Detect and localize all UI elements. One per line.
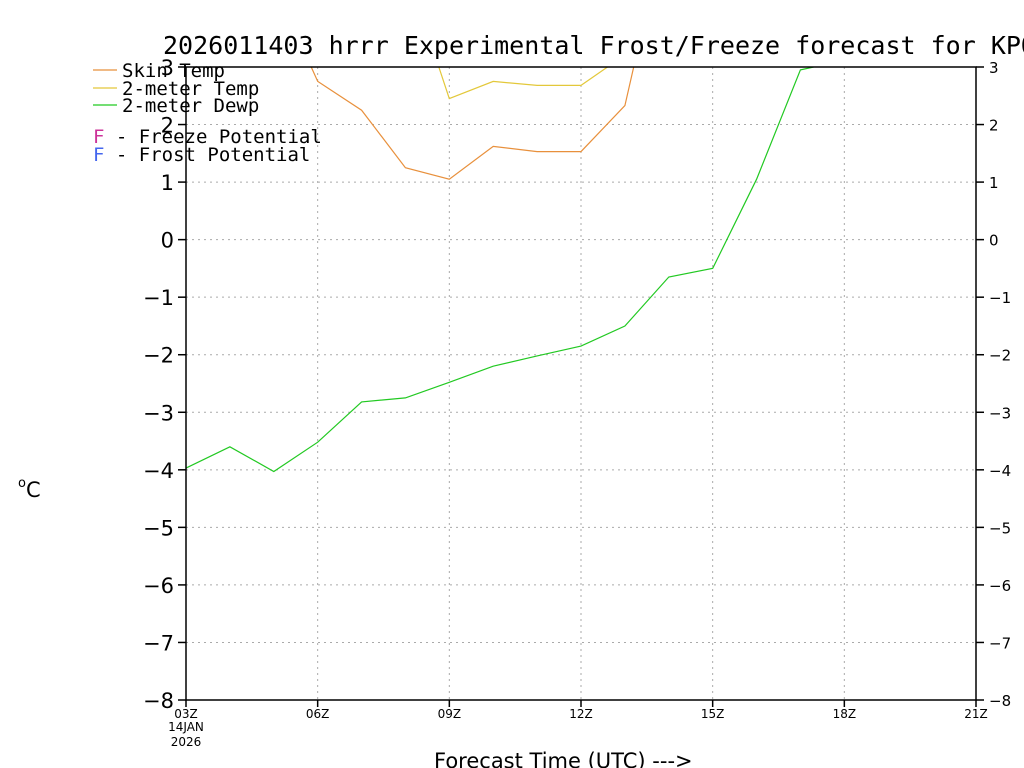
annotation-label: - Freeze Potential bbox=[104, 126, 321, 148]
legend-label: 2-meter Dewp bbox=[122, 95, 259, 117]
x-tick-label: 06Z bbox=[306, 707, 330, 721]
y-tick-label-right: 0 bbox=[989, 232, 999, 250]
y-tick-label-right: −8 bbox=[989, 692, 1011, 710]
y-axis-label-unit: C bbox=[26, 478, 41, 502]
y-tick-label-left: −1 bbox=[143, 286, 174, 310]
annotation-marker: F bbox=[93, 126, 104, 148]
chart-title: 2026011403 hrrr Experimental Frost/Freez… bbox=[163, 31, 1024, 60]
y-tick-label-left: 1 bbox=[161, 171, 174, 195]
y-tick-label-left: −5 bbox=[143, 516, 174, 540]
y-tick-label-left: −8 bbox=[143, 689, 174, 713]
x-axis-label: Forecast Time (UTC) ---> bbox=[434, 749, 693, 768]
y-tick-label-left: 3 bbox=[161, 56, 174, 80]
x-tick-label: 18Z bbox=[833, 707, 857, 721]
annotation-text: F - Freeze Potential bbox=[93, 126, 322, 148]
x-tick-label: 21Z bbox=[964, 707, 988, 721]
x-tick-label: 15Z bbox=[701, 707, 725, 721]
y-tick-label-right: −7 bbox=[989, 634, 1011, 652]
y-tick-label-left: 2 bbox=[161, 114, 174, 138]
y-axis-label: oC bbox=[18, 476, 41, 502]
y-tick-label-right: −3 bbox=[989, 404, 1011, 422]
x-tick-label: 09Z bbox=[438, 707, 462, 721]
x-tick-year: 2026 bbox=[171, 735, 202, 749]
y-tick-label-right: −4 bbox=[989, 462, 1011, 480]
annotation-label: - Frost Potential bbox=[104, 144, 310, 166]
x-tick-label: 03Z bbox=[174, 707, 198, 721]
legend-label: Skin Temp bbox=[122, 60, 225, 82]
series-line-skin-temp bbox=[310, 67, 635, 180]
annotation-marker: F bbox=[93, 144, 104, 166]
y-axis-label-degree: o bbox=[18, 476, 26, 491]
y-tick-label-right: 2 bbox=[989, 117, 999, 135]
series-line-2-meter-dewp bbox=[186, 67, 814, 473]
y-tick-label-right: 3 bbox=[989, 59, 999, 77]
y-tick-label-left: −7 bbox=[143, 631, 174, 655]
y-tick-label-right: −5 bbox=[989, 519, 1011, 537]
y-tick-label-right: −1 bbox=[989, 289, 1011, 307]
y-tick-label-left: 0 bbox=[161, 229, 174, 253]
y-tick-label-right: 1 bbox=[989, 174, 999, 192]
y-tick-label-left: −3 bbox=[143, 401, 174, 425]
x-tick-date: 14JAN bbox=[168, 720, 204, 734]
y-tick-label-left: −6 bbox=[143, 574, 174, 598]
y-tick-label-left: −2 bbox=[143, 344, 174, 368]
series-line-2-meter-temp bbox=[438, 67, 609, 100]
y-tick-label-right: −6 bbox=[989, 577, 1011, 595]
series-lines bbox=[186, 67, 814, 473]
x-tick-label: 12Z bbox=[569, 707, 593, 721]
axis-ticks: −8 −8 −7 −7 −6 −6 −5 −5 −4 −4 −3 −3 −2 −2 −1 −1 0 0 1 1 2 2 3 3… bbox=[143, 56, 1011, 749]
legend-label: 2-meter Temp bbox=[122, 78, 259, 100]
y-tick-label-left: −4 bbox=[143, 459, 174, 483]
annotation-text: F - Frost Potential bbox=[93, 144, 310, 166]
y-tick-label-right: −2 bbox=[989, 347, 1011, 365]
